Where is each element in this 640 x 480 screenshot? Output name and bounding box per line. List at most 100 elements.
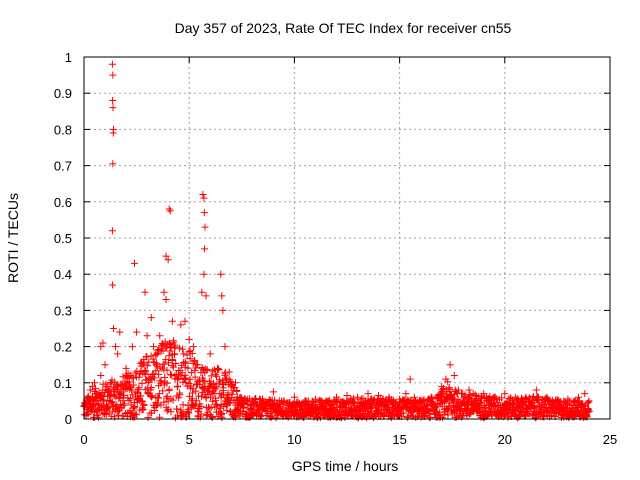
data-point <box>200 194 208 202</box>
data-point <box>364 390 372 398</box>
data-point <box>498 394 506 402</box>
data-point <box>212 400 220 408</box>
y-tick-label: 1 <box>65 50 72 65</box>
data-point <box>168 371 176 379</box>
data-point <box>126 372 134 380</box>
data-point <box>149 343 157 351</box>
data-point <box>201 245 209 253</box>
data-point <box>232 413 240 421</box>
data-point <box>208 413 216 421</box>
data-point <box>212 397 220 405</box>
data-point <box>101 361 109 369</box>
data-point <box>172 360 180 367</box>
data-point <box>181 317 189 325</box>
data-point <box>311 395 319 403</box>
data-point <box>161 344 169 352</box>
x-tick-label: 25 <box>603 432 617 447</box>
data-point <box>584 404 592 412</box>
data-point <box>166 347 174 355</box>
data-point <box>269 388 277 396</box>
data-point <box>223 406 231 414</box>
data-point <box>167 344 175 352</box>
data-point <box>456 406 464 414</box>
data-point <box>159 387 167 395</box>
data-point <box>135 384 143 392</box>
data-point <box>272 414 280 422</box>
data-point <box>179 345 187 353</box>
data-point <box>432 402 440 410</box>
data-point <box>100 402 108 410</box>
data-point <box>143 384 151 392</box>
data-point <box>133 328 141 336</box>
data-point <box>130 404 138 412</box>
y-tick-label: 0.9 <box>54 86 72 101</box>
data-point <box>165 385 173 393</box>
data-point <box>400 409 408 417</box>
data-point <box>170 337 178 345</box>
data-point <box>116 328 124 336</box>
data-point <box>446 361 454 369</box>
data-point <box>131 410 139 418</box>
data-point <box>164 256 172 264</box>
data-point <box>140 401 148 409</box>
data-point <box>95 414 103 422</box>
y-tick-label: 0.2 <box>54 340 72 355</box>
data-point <box>207 404 215 412</box>
data-point <box>577 403 585 411</box>
data-point <box>182 379 190 387</box>
data-point <box>564 395 572 403</box>
data-point <box>200 270 208 278</box>
data-point <box>165 339 173 347</box>
data-point <box>427 393 435 401</box>
data-point <box>115 390 123 398</box>
data-points <box>80 60 593 422</box>
data-point <box>92 384 100 392</box>
data-point <box>455 386 463 394</box>
data-point <box>199 374 207 382</box>
y-tick-label: 0 <box>65 412 72 427</box>
data-point <box>213 364 221 372</box>
data-point <box>156 332 164 340</box>
data-point <box>157 379 165 387</box>
data-point <box>87 407 95 415</box>
data-point <box>114 350 122 358</box>
data-point <box>197 410 205 418</box>
data-point <box>152 359 160 367</box>
data-point <box>166 207 174 215</box>
data-point <box>228 390 236 398</box>
data-point <box>226 398 234 406</box>
data-point <box>219 380 227 388</box>
data-point <box>181 375 189 383</box>
data-point <box>158 342 166 350</box>
data-point <box>367 405 375 413</box>
data-point <box>110 392 118 400</box>
data-point <box>162 252 170 260</box>
data-point <box>103 382 111 390</box>
data-point <box>219 306 227 314</box>
data-point <box>459 397 467 405</box>
data-point <box>154 400 162 408</box>
data-point <box>332 393 340 401</box>
x-tick-label: 0 <box>80 432 87 447</box>
data-point <box>248 397 256 405</box>
data-point <box>173 375 181 383</box>
data-point <box>115 394 123 402</box>
data-point <box>143 332 151 340</box>
data-point <box>574 393 582 401</box>
data-point <box>162 296 170 304</box>
data-point <box>163 392 171 400</box>
data-point <box>109 160 117 168</box>
data-point <box>143 362 151 370</box>
y-axis-label: ROTI / TECUs <box>5 193 21 283</box>
data-point <box>151 407 159 415</box>
data-point <box>181 371 189 379</box>
data-point <box>199 191 207 199</box>
data-point <box>184 364 192 372</box>
data-point <box>167 408 175 416</box>
data-point <box>268 412 276 420</box>
data-point <box>501 390 509 398</box>
data-point <box>299 407 307 415</box>
data-point <box>131 369 139 377</box>
data-point <box>585 407 593 415</box>
data-point <box>238 397 246 405</box>
